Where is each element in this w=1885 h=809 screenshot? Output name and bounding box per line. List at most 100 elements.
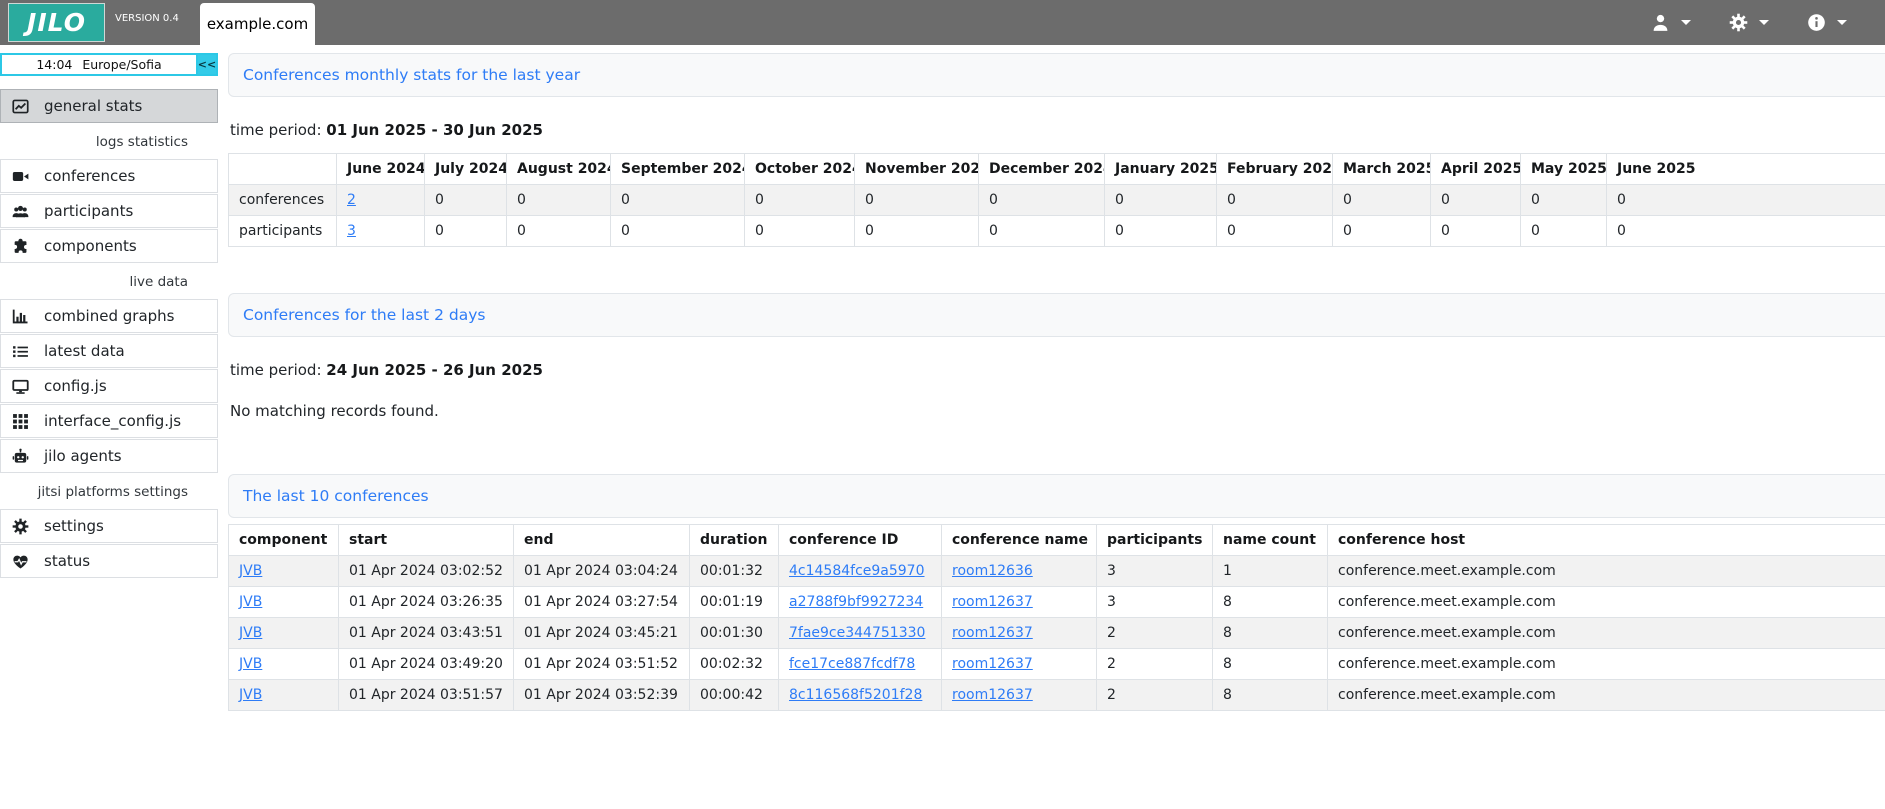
app-logo-text: JILO [27,8,86,37]
table-cell: JVB [228,679,339,711]
sidebar-section-header: live data [129,274,189,290]
table-cell: 3 [1096,586,1213,618]
column-header: December 2024 [978,153,1105,185]
table-cell: room12637 [941,586,1097,618]
column-header: October 2024 [744,153,855,185]
last-2-days-section: Conferences for the last 2 days time per… [228,293,1885,420]
monthly-stats-card-header: Conferences monthly stats for the last y… [228,53,1885,97]
table-cell: 00:00:42 [689,679,779,711]
info-menu[interactable] [1807,13,1847,32]
column-header: May 2025 [1520,153,1607,185]
table-cell: 0 [1104,184,1217,216]
sidebar-item-label: jilo agents [44,447,122,465]
grid-icon [11,413,30,430]
table-cell: 0 [744,215,855,247]
sidebar-item-status[interactable]: status [0,544,218,578]
sidebar-item-jilo-agents[interactable]: jilo agents [0,439,218,473]
table-cell: 0 [1520,184,1607,216]
column-header: conference name [941,524,1097,556]
topbar: JILO VERSION 0.4 example.com [0,0,1885,45]
monitor-icon [11,378,30,395]
table-cell: 01 Apr 2024 03:52:39 [513,679,690,711]
clock-row: 14:04 Europe/Sofia << [0,53,218,76]
clock-timezone: Europe/Sofia [82,57,162,72]
table-cell: participants [228,215,337,247]
table-cell-link[interactable]: a2788f9bf9927234 [789,594,924,610]
table-cell-link[interactable]: room12637 [952,625,1033,641]
sidebar-item-general-stats[interactable]: general stats [0,89,218,123]
table-cell: conference.meet.example.com [1327,617,1885,649]
no-records-message: No matching records found. [230,402,439,420]
column-header: January 2025 [1104,153,1217,185]
topbar-menus [1651,13,1885,32]
table-header-row: June 2024 July 2024 August 2024 September 2… [228,153,1885,185]
table-cell-link[interactable]: room12636 [952,563,1033,579]
sidebar: 14:04 Europe/Sofia << general stats logs … [0,45,218,579]
table-cell-link[interactable]: 3 [347,223,356,239]
table-cell-link[interactable]: JVB [239,625,263,641]
table-cell: 00:02:32 [689,648,779,680]
list-icon [11,343,30,360]
users-icon [11,203,30,220]
column-header: August 2024 [506,153,611,185]
sidebar-item-participants[interactable]: participants [0,194,218,228]
sidebar-item-interface-config-js[interactable]: interface_config.js [0,404,218,438]
last-2-days-title-link[interactable]: Conferences for the last 2 days [243,306,486,324]
table-row: JVB 01 Apr 2024 03:26:35 01 Apr 2024 03:27… [228,586,1885,618]
column-header: component [228,524,339,556]
user-menu[interactable] [1651,13,1691,32]
table-cell-link[interactable]: 2 [347,192,356,208]
table-cell: 0 [424,215,507,247]
puzzle-piece-icon [11,238,30,255]
table-cell-link[interactable]: 8c116568f5201f28 [789,687,923,703]
monthly-stats-title-link[interactable]: Conferences monthly stats for the last y… [243,66,581,84]
table-cell: 2 [336,184,425,216]
table-cell-link[interactable]: room12637 [952,594,1033,610]
table-cell-link[interactable]: fce17ce887fcdf78 [789,656,916,672]
sidebar-nav: general stats logs statistics conferences p… [0,89,218,578]
table-cell-link[interactable]: room12637 [952,656,1033,672]
column-header [228,153,337,185]
sidebar-item-label: general stats [44,97,143,115]
table-cell: 8 [1212,648,1328,680]
last-10-title-link[interactable]: The last 10 conferences [243,487,429,505]
table-header-row: component start end duration conference ID co… [228,524,1885,556]
caret-down-icon [1681,20,1691,30]
table-cell-link[interactable]: JVB [239,687,263,703]
table-cell: 0 [1606,215,1885,247]
table-row: JVB 01 Apr 2024 03:02:52 01 Apr 2024 03:04… [228,555,1885,587]
table-cell: 0 [854,215,979,247]
table-cell-link[interactable]: room12637 [952,687,1033,703]
settings-menu[interactable] [1729,13,1769,32]
table-cell-link[interactable]: JVB [239,656,263,672]
platform-tab[interactable]: example.com [200,3,315,45]
info-icon [1807,13,1826,32]
table-cell-link[interactable]: 7fae9ce344751330 [789,625,926,641]
column-header: February 2025 [1216,153,1333,185]
table-cell-link[interactable]: JVB [239,594,263,610]
table-cell: 01 Apr 2024 03:04:24 [513,555,690,587]
table-cell-link[interactable]: 4c14584fce9a5970 [789,563,925,579]
table-cell: 8c116568f5201f28 [778,679,942,711]
table-cell-link[interactable]: JVB [239,563,263,579]
sidebar-item-components[interactable]: components [0,229,218,263]
bar-chart-icon [11,308,30,325]
table-cell: 4c14584fce9a5970 [778,555,942,587]
sidebar-item-conferences[interactable]: conferences [0,159,218,193]
sidebar-section-header: logs statistics [95,134,188,150]
table-row: participants 3 0 0 0 0 0 0 0 0 0 0 0 0 [228,215,1885,247]
column-header: November 2024 [854,153,979,185]
table-row: JVB 01 Apr 2024 03:51:57 01 Apr 2024 03:52… [228,679,1885,711]
table-cell: 8 [1212,586,1328,618]
table-cell: 00:01:19 [689,586,779,618]
table-cell: a2788f9bf9927234 [778,586,942,618]
column-header: April 2025 [1430,153,1521,185]
sidebar-item-combined-graphs[interactable]: combined graphs [0,299,218,333]
sidebar-item-latest-data[interactable]: latest data [0,334,218,368]
sidebar-item-settings[interactable]: settings [0,509,218,543]
table-cell: room12637 [941,648,1097,680]
app-logo[interactable]: JILO [8,3,105,42]
sidebar-item-config-js[interactable]: config.js [0,369,218,403]
sidebar-collapse-button[interactable]: << [198,53,218,76]
version-label: VERSION 0.4 [115,13,179,24]
